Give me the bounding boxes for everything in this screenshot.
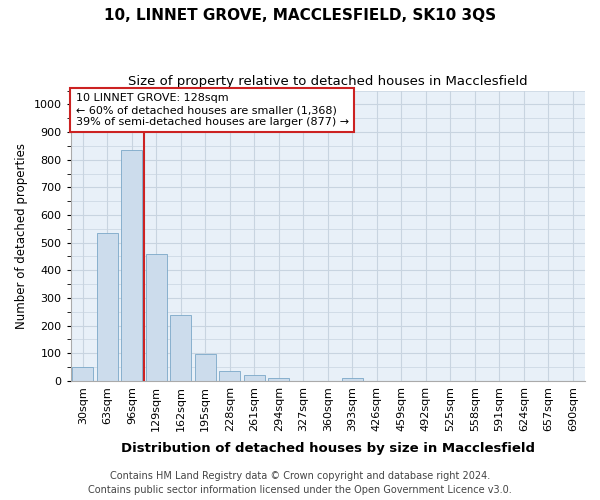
Bar <box>195 354 216 381</box>
Title: Size of property relative to detached houses in Macclesfield: Size of property relative to detached ho… <box>128 75 527 88</box>
Text: Contains HM Land Registry data © Crown copyright and database right 2024.
Contai: Contains HM Land Registry data © Crown c… <box>88 471 512 495</box>
Bar <box>220 371 240 381</box>
Y-axis label: Number of detached properties: Number of detached properties <box>15 142 28 328</box>
Text: 10, LINNET GROVE, MACCLESFIELD, SK10 3QS: 10, LINNET GROVE, MACCLESFIELD, SK10 3QS <box>104 8 496 22</box>
Bar <box>146 254 167 381</box>
Bar <box>170 314 191 381</box>
Bar <box>244 376 265 381</box>
Bar <box>342 378 362 381</box>
X-axis label: Distribution of detached houses by size in Macclesfield: Distribution of detached houses by size … <box>121 442 535 455</box>
Bar <box>97 233 118 381</box>
Bar <box>268 378 289 381</box>
Text: 10 LINNET GROVE: 128sqm
← 60% of detached houses are smaller (1,368)
39% of semi: 10 LINNET GROVE: 128sqm ← 60% of detache… <box>76 94 349 126</box>
Bar <box>121 150 142 381</box>
Bar <box>73 367 93 381</box>
